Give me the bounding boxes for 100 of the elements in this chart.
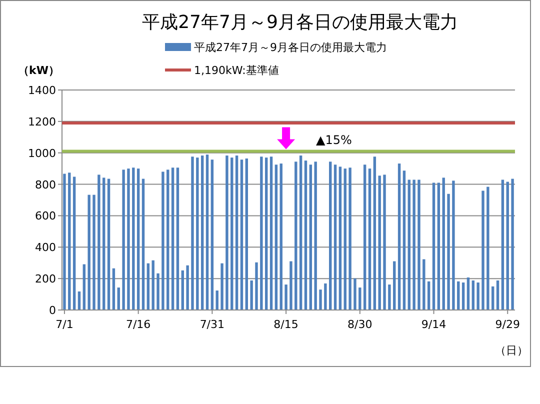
x-tick-label: 9/29 <box>495 318 520 331</box>
bar <box>92 194 96 310</box>
bar <box>220 263 224 310</box>
bar <box>309 164 312 310</box>
x-tick-label: 8/15 <box>274 318 298 331</box>
bar <box>152 260 154 310</box>
bar <box>418 180 420 310</box>
bar <box>304 160 308 310</box>
bar <box>82 264 86 310</box>
bar <box>284 284 288 310</box>
bar <box>102 178 106 310</box>
y-tick-label: 800 <box>35 178 56 192</box>
bar <box>136 168 140 310</box>
bar <box>206 154 209 310</box>
bar <box>472 280 474 310</box>
bar <box>383 174 386 310</box>
y-tick-label: 1200 <box>28 115 56 128</box>
bar <box>200 156 204 310</box>
bar <box>496 280 500 310</box>
bar <box>338 166 342 310</box>
bar <box>186 265 189 310</box>
bar <box>388 284 391 310</box>
x-tick-label: 7/31 <box>200 318 225 331</box>
bar <box>78 291 81 310</box>
bar <box>408 180 410 310</box>
bar <box>196 158 199 310</box>
bar <box>432 182 436 310</box>
bar <box>373 156 376 310</box>
x-tick-label: 9/14 <box>421 318 446 331</box>
bar <box>466 277 470 310</box>
bar <box>402 170 406 310</box>
bar <box>240 160 244 310</box>
bar <box>452 180 455 310</box>
bar <box>274 164 278 310</box>
x-tick-label: 7/1 <box>56 318 74 331</box>
bar <box>290 261 292 310</box>
x-tick-label: 7/16 <box>126 318 151 331</box>
bar <box>156 273 160 310</box>
bar <box>368 168 372 310</box>
bar <box>348 168 352 310</box>
bar <box>245 158 248 310</box>
bar <box>255 262 258 310</box>
bar <box>235 156 238 310</box>
y-tick-label: 200 <box>35 272 56 286</box>
bar <box>88 194 90 310</box>
bar <box>324 283 327 310</box>
bar <box>457 281 460 310</box>
bar <box>486 186 490 310</box>
bar <box>181 270 184 310</box>
bar <box>482 190 484 310</box>
bar <box>412 180 416 310</box>
bar <box>210 160 214 310</box>
bar <box>230 158 234 310</box>
bar <box>264 158 268 310</box>
bar <box>122 170 125 310</box>
bar <box>112 268 116 310</box>
bar <box>176 168 180 310</box>
legend-label: 平成27年7月～9月各日の使用最大電力 <box>194 41 387 54</box>
bar <box>506 182 509 310</box>
y-tick-label: 400 <box>35 241 56 254</box>
bar <box>393 261 396 310</box>
bar <box>146 263 150 310</box>
bar <box>216 290 218 310</box>
bar <box>462 282 465 310</box>
bar <box>63 174 66 310</box>
bar <box>270 156 273 310</box>
bar <box>72 176 76 310</box>
bar <box>127 168 130 310</box>
bar <box>447 194 450 310</box>
chart-title: 平成27年7月～9月各日の使用最大電力 <box>142 12 458 33</box>
bar <box>191 156 194 310</box>
x-axis-title: （日） <box>495 344 528 357</box>
bar <box>166 170 170 310</box>
bar <box>427 281 430 310</box>
bar <box>442 178 445 310</box>
bar <box>260 156 263 310</box>
bar <box>437 182 440 310</box>
bar <box>250 280 253 310</box>
bar <box>314 162 317 310</box>
bar <box>334 164 337 310</box>
y-axis-title: （kW） <box>18 64 60 77</box>
bar <box>132 168 135 310</box>
bar <box>171 168 174 310</box>
bar <box>511 178 514 310</box>
bar <box>501 180 504 310</box>
y-tick-label: 600 <box>35 210 56 223</box>
bar <box>299 156 302 310</box>
bar <box>354 278 356 310</box>
bar <box>107 178 110 310</box>
bar <box>491 286 494 310</box>
y-tick-label: 1400 <box>28 84 56 97</box>
bar <box>398 164 401 310</box>
annotation: ▲15% <box>316 133 352 147</box>
bar <box>294 162 298 310</box>
bar <box>68 172 71 310</box>
bar <box>142 178 145 310</box>
bar <box>344 168 346 310</box>
bar <box>363 164 366 310</box>
bar <box>358 288 362 310</box>
bar <box>319 290 322 310</box>
